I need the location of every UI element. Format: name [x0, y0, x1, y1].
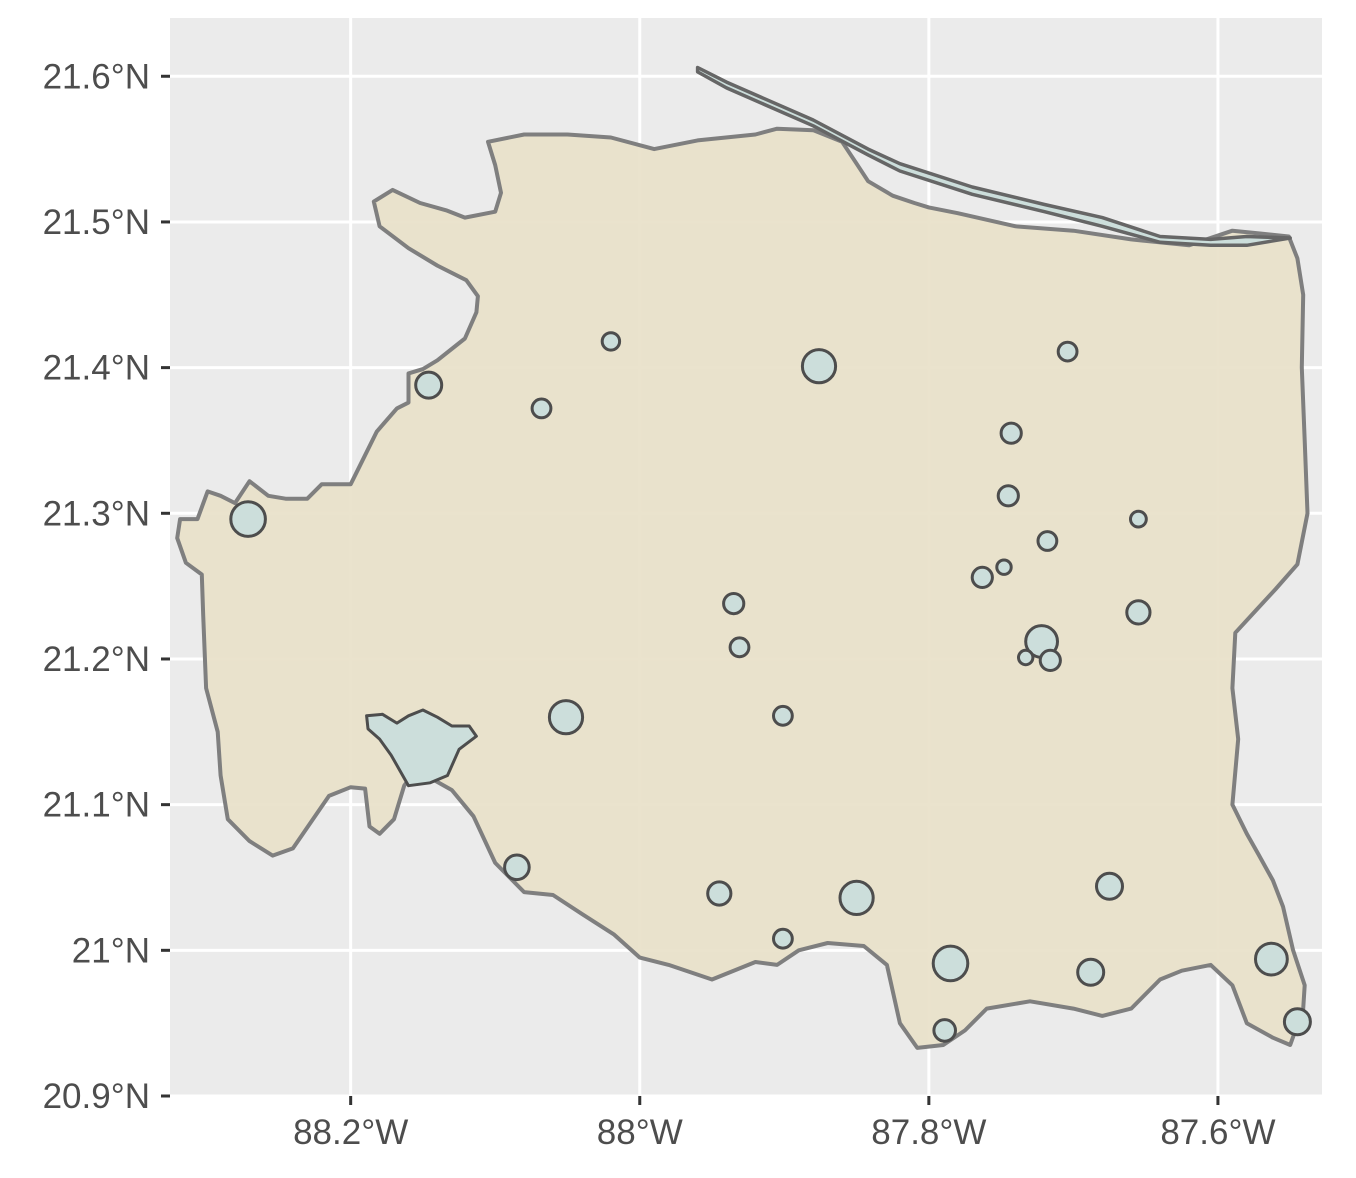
y-tick-label: 21°N: [72, 931, 150, 970]
lake: [970, 565, 994, 590]
large-lagoon: [365, 708, 478, 788]
lake: [706, 880, 733, 907]
lake: [229, 500, 267, 538]
lake: [1036, 530, 1059, 552]
lake: [931, 944, 970, 983]
lake: [600, 331, 622, 352]
lake: [995, 558, 1013, 576]
lake: [772, 704, 794, 727]
coastal-sand-bar: [695, 65, 1292, 248]
lake: [999, 421, 1023, 445]
lake: [1038, 648, 1062, 673]
x-axis: 88.2°W 88°W 87.8°W 87.6°W: [293, 1096, 1276, 1152]
y-tick-label: 21.5°N: [43, 203, 150, 242]
lake: [728, 636, 751, 659]
y-tick-label: 20.9°N: [43, 1077, 150, 1116]
lake: [1076, 957, 1106, 987]
lake: [547, 699, 585, 736]
water-bodies: [229, 331, 1312, 1043]
lake: [996, 484, 1020, 508]
y-tick-label: 21.1°N: [43, 786, 150, 825]
axes: 88.2°W 88°W 87.8°W 87.6°W 20.9°N21°N21.1°N2…: [43, 57, 1276, 1152]
lake: [1016, 648, 1035, 667]
lake: [722, 592, 746, 616]
x-tick-label: 88°W: [597, 1113, 683, 1152]
lake: [932, 1018, 958, 1043]
lake: [800, 348, 838, 385]
lake: [1056, 340, 1079, 363]
land-region: [175, 126, 1310, 1050]
y-tick-label: 21.4°N: [43, 349, 150, 388]
y-tick-label: 21.2°N: [43, 640, 150, 679]
lake: [772, 927, 794, 950]
lake: [414, 370, 444, 400]
lake: [503, 853, 531, 882]
y-tick-label: 21.6°N: [43, 57, 150, 96]
lake: [530, 397, 553, 420]
lake: [1125, 599, 1152, 626]
lake: [1282, 1007, 1312, 1037]
lake: [1129, 509, 1148, 529]
x-tick-label: 87.6°W: [1160, 1113, 1275, 1152]
x-tick-label: 88.2°W: [293, 1113, 408, 1152]
lake: [838, 879, 875, 917]
lake: [1254, 941, 1289, 977]
lake: [1095, 871, 1124, 901]
y-tick-label: 21.3°N: [43, 494, 150, 533]
y-axis: 20.9°N 21°N 21.1°N 21.2°N 21.3°N 21.4°N 21.5°N…: [43, 57, 170, 1116]
x-tick-label: 87.8°W: [871, 1113, 986, 1152]
